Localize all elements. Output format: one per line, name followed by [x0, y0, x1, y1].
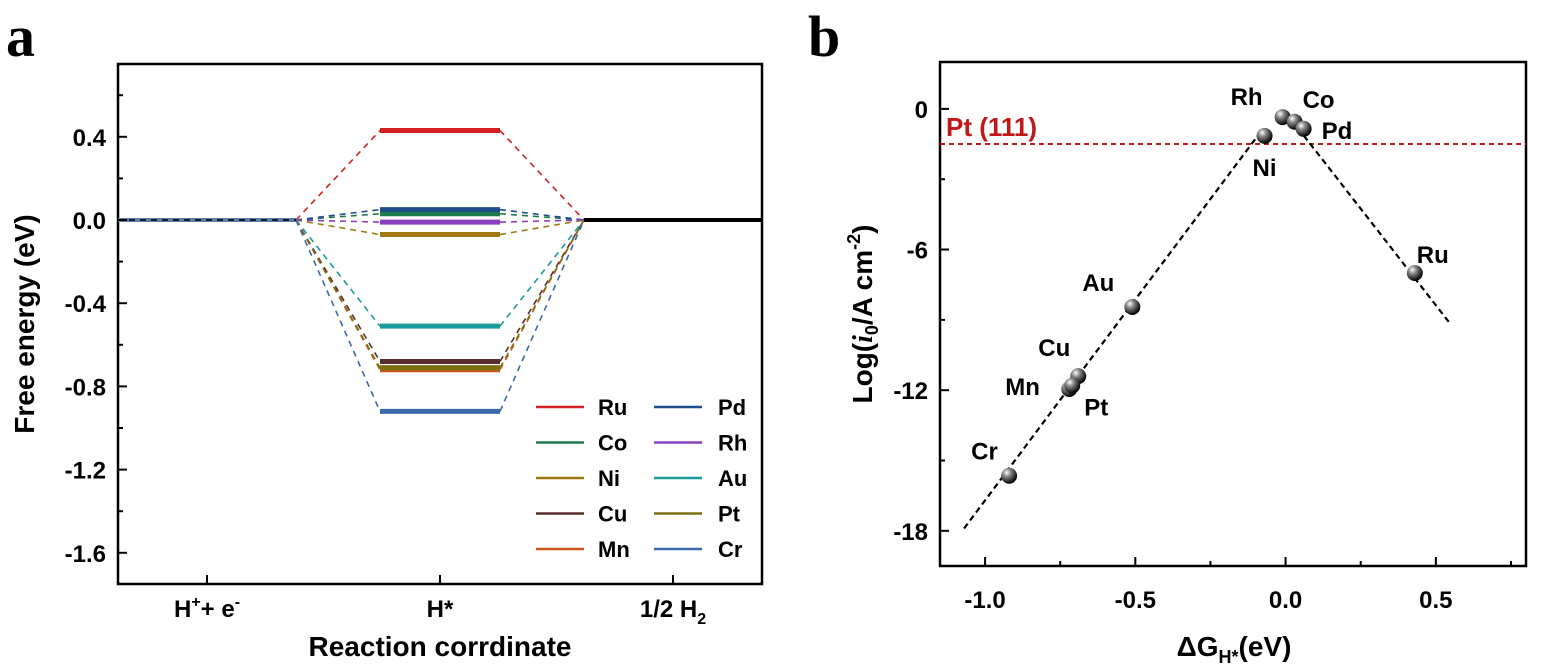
legend-label-cu: Cu [598, 502, 627, 527]
data-point-au [1124, 298, 1141, 315]
data-point-rh [1274, 109, 1291, 126]
panel-a-legend: Ru Co Ni Cu Mn Pd Rh Au Pt Cr [536, 395, 747, 562]
data-point-ni [1256, 127, 1273, 144]
panel-a-letter: a [6, 4, 35, 69]
data-point-cr [1001, 467, 1018, 484]
point-label-cu: Cu [1038, 335, 1070, 362]
point-label-ni: Ni [1253, 155, 1277, 182]
panel-a-chart: 0.4 0.0 -0.4 -0.8 -1.2 -1.6 H++ e- H* 1/2 H2 Ru… [9, 62, 764, 662]
ytick-label: -1.2 [65, 458, 106, 485]
point-label-ru: Ru [1417, 242, 1449, 269]
panel-b-letter: b [808, 4, 840, 69]
xtick-label: -1.0 [964, 587, 1005, 614]
ytick-label: -6 [907, 238, 928, 265]
point-label-au: Au [1082, 270, 1114, 297]
connector-au [295, 219, 381, 327]
panel-a-xticks: H++ e- H* 1/2 H2 [174, 575, 706, 628]
xtick-label: -0.5 [1115, 587, 1156, 614]
legend-label-pd: Pd [718, 395, 746, 420]
connector-ru [499, 130, 585, 221]
ytick-label: -0.8 [65, 374, 106, 401]
point-label-pt: Pt [1084, 394, 1108, 421]
point-label-mn: Mn [1005, 374, 1040, 401]
legend-label-au: Au [718, 466, 747, 491]
legend-label-cr: Cr [718, 537, 743, 562]
data-point-ru [1406, 264, 1423, 281]
point-label-cr: Cr [971, 439, 998, 466]
point-label-co: Co [1303, 87, 1335, 114]
connector-ni [295, 219, 381, 236]
ytick-label: -1.6 [65, 541, 106, 568]
xtick-label: 0.5 [1419, 587, 1452, 614]
pt111-reference-label: Pt (111) [946, 112, 1037, 142]
connector-rh [295, 219, 381, 223]
connector-pd [499, 208, 585, 221]
panel-a-xlabel: Reaction corrdinate [309, 631, 572, 662]
data-point-pt [1064, 377, 1081, 394]
panel-a-ylabel: Free energy (eV) [9, 214, 40, 433]
legend-label-ni: Ni [598, 466, 620, 491]
connector-au [499, 219, 585, 327]
ytick-label: -18 [893, 519, 928, 546]
point-label-pd: Pd [1322, 118, 1353, 145]
legend-label-pt: Pt [718, 502, 741, 527]
legend-label-co: Co [598, 431, 627, 456]
xtick-label: 0.0 [1269, 587, 1302, 614]
panel-b-marks: Pt (111) Rh Co Pd Ni Ru Au Cu Mn Pt Cr [940, 84, 1526, 530]
xtick-label: H* [427, 596, 454, 623]
connector-mn [499, 219, 585, 371]
data-point-pd [1295, 120, 1312, 137]
panel-a-marks [118, 128, 762, 414]
xtick-label: 1/2 H2 [640, 596, 706, 628]
point-label-rh: Rh [1231, 84, 1263, 111]
connector-mn [295, 219, 381, 371]
panel-b-ylabel: Log(i0/A cm-2) [844, 225, 882, 404]
connector-pt [295, 219, 381, 369]
connector-cr [295, 219, 381, 412]
ytick-label: 0.4 [73, 125, 107, 152]
connector-co [499, 212, 585, 221]
ytick-label: 0 [915, 97, 928, 124]
panel-b-yticks: 0 -6 -12 -18 [893, 97, 949, 546]
panel-b-frame [938, 60, 1528, 568]
connector-ni [499, 219, 585, 236]
connector-pt [499, 219, 585, 369]
connector-cr [499, 219, 585, 412]
panel-a-yticks: 0.4 0.0 -0.4 -0.8 -1.2 -1.6 [65, 94, 127, 568]
trend-line [1296, 126, 1452, 326]
legend-label-rh: Rh [718, 431, 747, 456]
legend-label-mn: Mn [598, 537, 630, 562]
xtick-label: H++ e- [174, 594, 240, 623]
panel-b-xticks: -1.0 -0.5 0.0 0.5 [964, 557, 1512, 614]
panel-b-xlabel: ΔGH*(eV) [1177, 631, 1292, 667]
connector-pd [295, 208, 381, 221]
connector-rh [499, 219, 585, 223]
trend-line [963, 134, 1260, 530]
ytick-label: 0.0 [73, 208, 106, 235]
legend-label-ru: Ru [598, 395, 627, 420]
connector-ru [295, 130, 381, 221]
panel-b-chart: Pt (111) Rh Co Pd Ni Ru Au Cu Mn Pt Cr 0 -6 -12 -18 -… [844, 60, 1528, 667]
ytick-label: -12 [893, 378, 928, 405]
ytick-label: -0.4 [65, 291, 107, 318]
